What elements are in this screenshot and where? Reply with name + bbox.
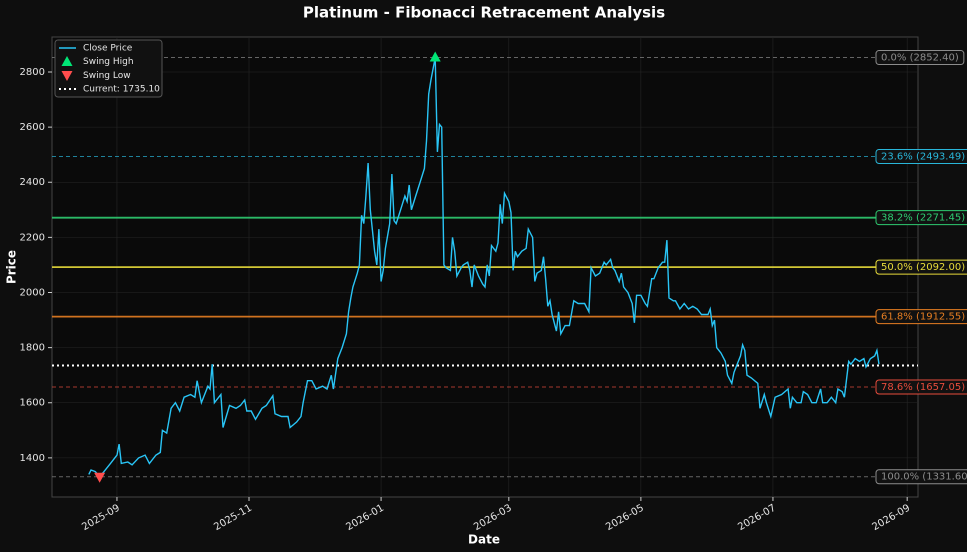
y-tick-label: 1600 [20, 398, 45, 409]
fib-label-box [875, 469, 967, 485]
y-tick-label: 2400 [20, 177, 45, 188]
fib-label-text: 100.0% (1331.60) [881, 472, 967, 483]
y-tick-label: 2600 [20, 122, 45, 133]
y-tick-label: 2800 [20, 67, 45, 78]
legend-swatch [61, 71, 73, 81]
fib-label-box [875, 259, 967, 275]
y-axis-label: Price [5, 250, 19, 284]
fib-level-label: 78.6% (1657.05) [875, 379, 967, 395]
swing-high-marker [429, 51, 441, 62]
legend: Close Price Swing High Swing Low Current: 1… [54, 39, 163, 98]
chart-title: Platinum - Fibonacci Retracement Analysi… [303, 4, 665, 22]
fib-label-text: 0.0% (2852.40) [881, 53, 959, 64]
fib-level-label: 38.2% (2271.45) [875, 210, 967, 226]
legend-label: Close Price [83, 44, 133, 54]
fib-level-label: 100.0% (1331.60) [875, 469, 967, 485]
fib-level-label: 50.0% (2092.00) [875, 259, 967, 275]
swing-low-marker [94, 472, 106, 483]
fib-label-box [875, 148, 967, 164]
x-axis-label: Date [468, 533, 500, 547]
fib-label-text: 23.6% (2493.49) [881, 151, 965, 162]
legend-label: Current: 1735.10 [83, 85, 160, 95]
legend-label: Swing Low [83, 71, 131, 81]
fib-level-label: 0.0% (2852.40) [875, 50, 965, 66]
fib-label-text: 38.2% (2271.45) [881, 213, 965, 224]
fib-label-box [875, 309, 967, 325]
y-tick-label: 1800 [20, 343, 45, 354]
y-tick-label: 2200 [20, 232, 45, 243]
legend-swatch [61, 56, 73, 66]
y-tick-label: 2000 [20, 287, 45, 298]
fib-level-label: 23.6% (2493.49) [875, 148, 967, 164]
fib-label-box [875, 210, 967, 226]
price-line [88, 57, 880, 478]
fib-label-text: 78.6% (1657.05) [881, 382, 965, 393]
fib-label-box [875, 379, 967, 395]
legend-box [54, 39, 163, 98]
y-tick-label: 1400 [20, 453, 45, 464]
fib-label-box [875, 50, 965, 66]
fib-label-text: 50.0% (2092.00) [881, 262, 965, 273]
fib-level-label: 61.8% (1912.55) [875, 309, 967, 325]
legend-label: Swing High [83, 57, 134, 67]
fib-label-text: 61.8% (1912.55) [881, 312, 965, 323]
